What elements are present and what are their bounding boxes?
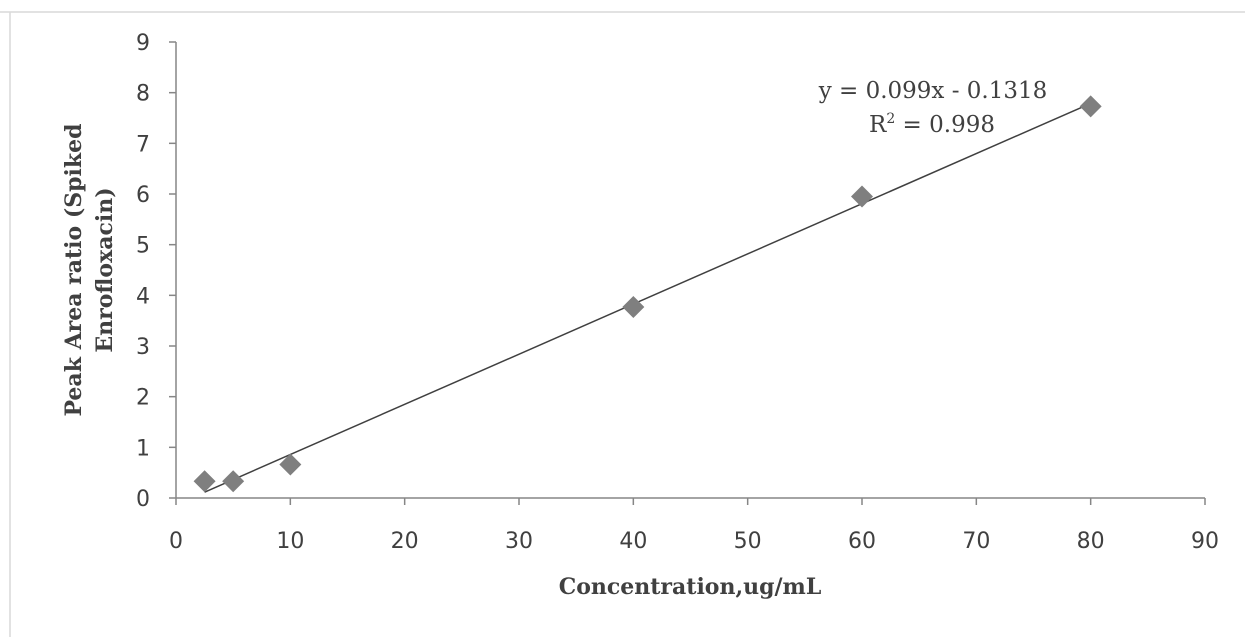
x-tick-label: 90 [1191, 529, 1219, 554]
x-tick-label: 70 [962, 529, 990, 554]
y-tick-label: 2 [136, 386, 150, 411]
x-tick-label: 0 [169, 529, 183, 554]
x-axis-title: Concentration,ug/mL [559, 574, 822, 600]
x-tick-label: 10 [276, 529, 304, 554]
x-tick-label: 30 [505, 529, 533, 554]
data-points [193, 95, 1102, 493]
x-axis-ticks: 0 10 20 30 40 50 60 70 80 90 [169, 498, 1219, 554]
y-tick-label: 4 [136, 284, 150, 309]
data-point [851, 185, 873, 208]
x-tick-label: 20 [391, 529, 419, 554]
data-point [622, 295, 645, 318]
trendline [204, 102, 1091, 493]
trendline-equation: y = 0.099x - 0.1318 [818, 78, 1048, 104]
r-squared-value: = 0.998 [895, 112, 995, 138]
r-squared-superscript: 2 [886, 111, 895, 127]
x-tick-label: 60 [848, 529, 876, 554]
y-tick-label: 8 [136, 82, 150, 107]
y-tick-label: 5 [136, 234, 150, 259]
y-tick-label: 6 [136, 183, 150, 208]
x-tick-label: 40 [619, 529, 647, 554]
y-tick-label: 0 [136, 487, 150, 512]
x-tick-label: 80 [1077, 529, 1105, 554]
r-squared-symbol: R [869, 112, 887, 138]
data-point [1079, 95, 1102, 118]
y-axis-title-line-2: Enrofloxacin) [92, 187, 118, 352]
y-tick-label: 7 [136, 132, 150, 157]
y-axis-title-line-1: Peak Area ratio (Spiked [61, 123, 87, 416]
r-squared-label: R2 = 0.998 [869, 111, 995, 138]
y-axis-ticks: 0 1 2 3 4 5 6 7 8 9 [136, 31, 176, 512]
data-point [222, 470, 245, 493]
y-axis-title-group: Peak Area ratio (Spiked Enrofloxacin) [61, 123, 118, 416]
y-tick-label: 3 [136, 335, 150, 360]
data-point [193, 470, 216, 493]
y-tick-label: 1 [136, 436, 150, 461]
x-tick-label: 50 [734, 529, 762, 554]
data-point [279, 453, 302, 476]
y-tick-label: 9 [136, 31, 150, 56]
